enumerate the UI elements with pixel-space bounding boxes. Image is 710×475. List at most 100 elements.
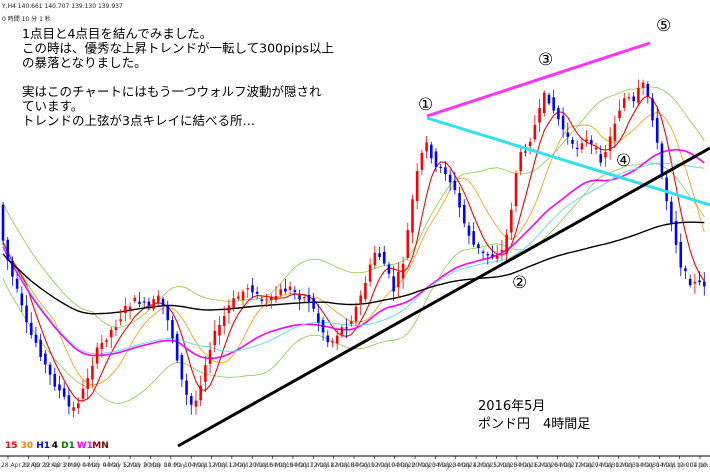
candle-body (180, 354, 184, 380)
candle-body (679, 242, 683, 268)
candle-body (157, 295, 160, 304)
candle-body (688, 278, 692, 286)
annotation-line: の暴落となりました。 (22, 55, 147, 70)
candle-body (655, 117, 659, 143)
candle-body (505, 234, 508, 254)
wolfe-point-4: ④ (616, 151, 631, 171)
candle-body (241, 291, 245, 300)
candle-body (491, 254, 494, 257)
x-tick-label: 23 May 12:00 (449, 462, 490, 469)
x-tick-label: 1 Jun 12:00 (693, 462, 710, 469)
candle-body (368, 264, 372, 282)
period-MN[interactable]: MN (92, 441, 109, 451)
candle-body (641, 82, 645, 88)
period-30[interactable]: 30 (21, 441, 34, 451)
candle-body (147, 301, 151, 306)
candle-body (194, 400, 198, 407)
candle-body (124, 306, 127, 314)
candles (1, 79, 706, 418)
candle-body (237, 296, 240, 299)
wolfe-point-labels: ① ② ③ ④ ⑤ (418, 16, 671, 293)
candle-body (255, 291, 259, 294)
candle-body (453, 180, 457, 191)
x-tick-label: 16 May 12:00 (286, 462, 327, 469)
period-H1[interactable]: H1 (36, 441, 50, 451)
candle-body (321, 319, 325, 333)
candle-body (62, 388, 66, 397)
x-tick-label: 4 May 04:00 (82, 462, 120, 469)
ma-black (2, 221, 705, 315)
candle-body (128, 306, 132, 311)
candle-body (557, 108, 560, 120)
period-D1[interactable]: D1 (61, 441, 75, 451)
candle-body (420, 152, 424, 170)
candle-body (613, 123, 617, 141)
candle-body (279, 289, 282, 295)
candle-body (44, 353, 47, 365)
candle-body (627, 97, 631, 99)
candle-body (359, 295, 363, 305)
candle-body (519, 152, 523, 172)
wolfe-point-1: ① (418, 95, 433, 115)
x-tick-label: 13 May 04:00 (245, 462, 286, 469)
ma-red (2, 95, 705, 402)
x-tick-label: 23 May 04:00 (428, 462, 469, 469)
candle-body (72, 407, 75, 411)
candle-body (533, 124, 537, 140)
candle-body (397, 271, 400, 288)
x-tick-label: 5 May 20:00 (123, 462, 161, 469)
x-tick-label: 27 May 04:00 (571, 462, 612, 469)
candle-body (566, 132, 570, 137)
ma-cyan (2, 162, 705, 355)
candle-body (392, 276, 395, 292)
candle-body (246, 288, 250, 290)
period-15[interactable]: 15 (5, 441, 18, 451)
x-tick-label: 26 May 04:00 (530, 462, 571, 469)
annotation-line: この時は、優秀な上昇トレンドが一転して300pips以上 (22, 41, 334, 56)
trend-lines (177, 41, 710, 448)
candle-body (608, 136, 612, 151)
x-tick-label: 24 May 12:00 (469, 462, 510, 469)
candle-body (448, 174, 452, 183)
candle-body (481, 251, 485, 253)
candle-body (401, 263, 405, 279)
candle-body (364, 282, 367, 300)
annotation-text: 1点目と4点目を結んでみました。この時は、優秀な上昇トレンドが一転して300pi… (22, 26, 334, 128)
band-lower (2, 162, 705, 404)
period-bar[interactable]: 15 30 H1 4 D1 W1 MN (5, 441, 109, 451)
period-W1[interactable]: W1 (77, 441, 93, 451)
x-tick-label: 16 May 04:00 (266, 462, 307, 469)
trend-line-black-lower (177, 146, 710, 448)
candle-body (265, 299, 268, 301)
instrument-header: Y,H4 140.661 140.707 139.130 139.937 (1, 3, 123, 10)
candle-body (298, 295, 301, 300)
candle-body (477, 244, 480, 248)
candle-body (387, 264, 391, 274)
candle-body (142, 301, 146, 303)
candle-body (467, 225, 471, 236)
candle-body (646, 83, 650, 96)
period-4[interactable]: 4 (52, 441, 58, 451)
candle-body (260, 299, 264, 301)
candle-body (345, 327, 348, 329)
x-tick-label: 3 May 04:00 (62, 462, 100, 469)
candle-body (166, 305, 170, 321)
x-tick-label: 10 May 04:00 (164, 462, 205, 469)
candle-body (411, 199, 414, 233)
candle-body (580, 143, 584, 150)
candle-body (693, 281, 697, 284)
candle-body (218, 324, 221, 336)
candle-body (660, 143, 664, 177)
candle-body (561, 115, 565, 130)
candle-body (425, 142, 428, 152)
candle-body (81, 388, 85, 399)
candle-body (269, 296, 273, 301)
candle-body (486, 253, 490, 256)
x-tick-label: 11 May 20:00 (225, 462, 266, 469)
candle-body (232, 298, 235, 308)
candle-body (48, 364, 52, 375)
candle-body (307, 294, 311, 302)
candle-body (138, 301, 141, 305)
